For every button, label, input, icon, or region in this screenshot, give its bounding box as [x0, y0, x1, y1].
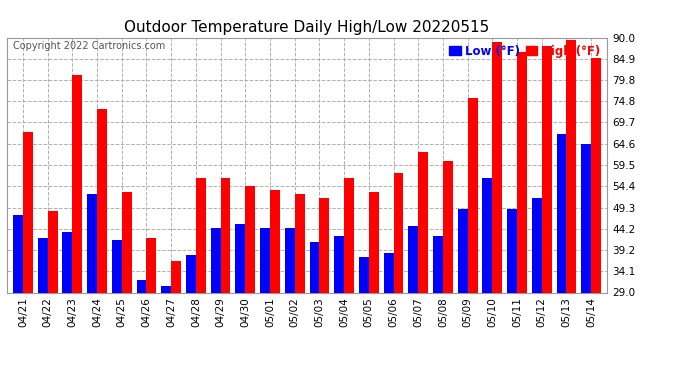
Bar — [334, 236, 344, 375]
Bar — [38, 238, 48, 375]
Bar — [493, 42, 502, 375]
Bar — [418, 153, 428, 375]
Bar — [97, 109, 107, 375]
Bar — [87, 194, 97, 375]
Bar — [210, 228, 221, 375]
Bar — [581, 144, 591, 375]
Bar — [72, 75, 82, 375]
Bar — [517, 52, 527, 375]
Bar — [468, 98, 477, 375]
Bar — [310, 242, 319, 375]
Bar — [393, 173, 404, 375]
Bar — [408, 226, 418, 375]
Bar — [566, 40, 576, 375]
Bar — [557, 134, 566, 375]
Bar — [63, 232, 72, 375]
Bar — [542, 46, 551, 375]
Bar — [196, 177, 206, 375]
Bar — [457, 209, 468, 375]
Bar — [319, 198, 329, 375]
Bar — [245, 186, 255, 375]
Bar — [146, 238, 157, 375]
Text: Copyright 2022 Cartronics.com: Copyright 2022 Cartronics.com — [13, 41, 165, 51]
Bar — [384, 253, 393, 375]
Bar — [13, 215, 23, 375]
Bar — [161, 286, 171, 375]
Bar — [270, 190, 280, 375]
Bar — [171, 261, 181, 375]
Bar — [221, 177, 230, 375]
Bar — [235, 224, 245, 375]
Bar — [369, 192, 379, 375]
Bar — [121, 192, 132, 375]
Legend: Low (°F), High (°F): Low (°F), High (°F) — [448, 44, 601, 59]
Title: Outdoor Temperature Daily High/Low 20220515: Outdoor Temperature Daily High/Low 20220… — [124, 20, 490, 35]
Bar — [295, 194, 304, 375]
Bar — [23, 132, 33, 375]
Bar — [507, 209, 517, 375]
Bar — [137, 280, 146, 375]
Bar — [260, 228, 270, 375]
Bar — [285, 228, 295, 375]
Bar — [591, 58, 601, 375]
Bar — [186, 255, 196, 375]
Bar — [482, 177, 493, 375]
Bar — [532, 198, 542, 375]
Bar — [48, 211, 57, 375]
Bar — [112, 240, 121, 375]
Bar — [433, 236, 443, 375]
Bar — [344, 177, 354, 375]
Bar — [359, 257, 369, 375]
Bar — [443, 161, 453, 375]
